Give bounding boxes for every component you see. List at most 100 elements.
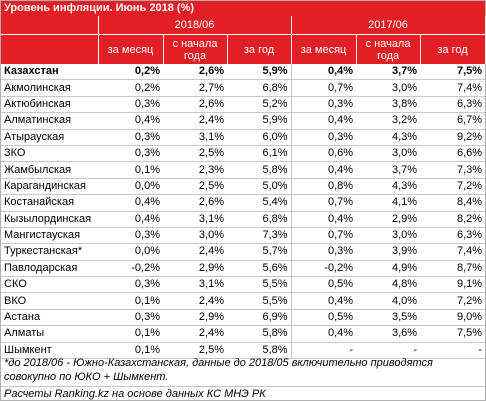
inflation-value: 6,8%	[227, 211, 292, 228]
table-row: Атырауская 0,3% 3,1% 6,0% 0,3% 4,3% 9,2%	[1, 129, 486, 146]
subheader-month-2018: за месяц	[98, 34, 164, 64]
inflation-value: 0,4%	[98, 194, 163, 212]
subheader-row: за месяц с начала года за год за месяц с…	[1, 34, 486, 64]
region-name: Павлодарская	[1, 260, 98, 278]
inflation-value: 2,6%	[163, 194, 227, 212]
inflation-value: 2,6%	[163, 64, 227, 81]
inflation-value: 0,4%	[291, 161, 357, 179]
inflation-value: 4,9%	[356, 260, 421, 278]
inflation-value: 8,4%	[420, 194, 486, 212]
inflation-value: 2,4%	[163, 243, 227, 261]
inflation-value: 5,2%	[227, 96, 292, 114]
period-2017-header: 2017/06	[291, 16, 486, 35]
inflation-value: 3,2%	[356, 112, 421, 130]
table-row: Карагандинская 0,0% 2,5% 5,0% 0,8% 4,3% 7,2%	[1, 178, 486, 196]
inflation-value: -	[420, 342, 486, 360]
inflation-value: 2,4%	[163, 292, 227, 310]
inflation-value: 2,9%	[356, 211, 421, 228]
inflation-value: 3,1%	[163, 276, 227, 294]
region-name: СКО	[1, 276, 98, 294]
inflation-value: 0,0%	[98, 243, 163, 261]
source-note: Расчеты Ranking.kz на основе данных КС М…	[1, 386, 485, 401]
inflation-value: -0,2%	[98, 260, 163, 278]
inflation-value: 4,8%	[356, 276, 421, 294]
inflation-value: 0,1%	[98, 325, 163, 343]
subheader-ytd-2017: с начала года	[356, 34, 421, 64]
inflation-value: 0,3%	[98, 309, 163, 327]
inflation-value: 6,1%	[227, 145, 292, 163]
inflation-value: 0,3%	[98, 276, 163, 294]
inflation-value: 2,3%	[163, 161, 227, 179]
inflation-value: 4,1%	[356, 194, 421, 212]
table-row: Алматы 0,1% 2,4% 5,8% 0,4% 3,6% 7,5%	[1, 325, 486, 343]
inflation-value: 0,7%	[291, 194, 357, 212]
table-row: Павлодарская -0,2% 2,9% 5,6% -0,2% 4,9% 8,7%	[1, 260, 486, 278]
inflation-value: 2,6%	[163, 96, 227, 114]
inflation-value: 0,4%	[291, 211, 357, 228]
report-title: Уровень инфляции. Июнь 2018 (%)	[1, 1, 485, 16]
region-name: Атырауская	[1, 129, 98, 146]
inflation-value: 0,0%	[98, 178, 163, 196]
inflation-value: 5,7%	[227, 243, 292, 261]
inflation-value: 2,5%	[163, 178, 227, 196]
inflation-value: 3,0%	[356, 145, 421, 163]
inflation-value: 3,0%	[356, 79, 421, 97]
inflation-value: 7,2%	[420, 178, 486, 196]
table-row: Казахстан 0,2% 2,6% 5,9% 0,4% 3,7% 7,5%	[1, 64, 486, 81]
region-name: Мангистауская	[1, 227, 98, 245]
inflation-value: 2,5%	[163, 145, 227, 163]
inflation-value: -	[356, 342, 421, 360]
region-name: Кызылординская	[1, 211, 98, 228]
inflation-value: 6,8%	[227, 79, 292, 97]
inflation-value: 0,3%	[291, 243, 357, 261]
inflation-value: 7,5%	[420, 325, 486, 343]
inflation-value: 2,4%	[163, 325, 227, 343]
inflation-value: 0,1%	[98, 342, 163, 360]
table-row: Акмолинская 0,2% 2,7% 6,8% 0,7% 3,0% 7,4%	[1, 79, 486, 97]
inflation-value: 7,4%	[420, 243, 486, 261]
inflation-value: 0,4%	[98, 211, 163, 228]
inflation-value: 3,6%	[356, 325, 421, 343]
inflation-value: 5,9%	[227, 112, 292, 130]
inflation-value: 2,4%	[163, 112, 227, 130]
inflation-value: 3,8%	[356, 96, 421, 114]
inflation-value: 0,7%	[291, 227, 357, 245]
table-row: Мангистауская 0,3% 3,0% 7,3% 0,7% 3,0% 6,3%	[1, 227, 486, 245]
inflation-value: 0,7%	[291, 79, 357, 97]
inflation-value: 0,3%	[98, 227, 163, 245]
footnote: *до 2018/06 - Южно-Казахстанская, данные…	[4, 357, 433, 383]
inflation-value: 5,8%	[227, 342, 292, 360]
region-name: Костанайская	[1, 194, 98, 212]
period-header-row: 2018/06 2017/06	[1, 16, 486, 35]
inflation-value: 6,0%	[227, 129, 292, 146]
inflation-value: 3,1%	[163, 129, 227, 146]
inflation-value: 3,9%	[356, 243, 421, 261]
inflation-value: 0,5%	[291, 309, 357, 327]
region-name: Актюбинская	[1, 96, 98, 114]
table-row: Кызылординская 0,4% 3,1% 6,8% 0,4% 2,9% 8,2%	[1, 211, 486, 228]
inflation-value: 6,9%	[227, 309, 292, 327]
inflation-value: 0,3%	[98, 129, 163, 146]
inflation-value: 0,8%	[291, 178, 357, 196]
inflation-value: -	[291, 342, 357, 360]
inflation-value: 0,3%	[98, 145, 163, 163]
inflation-value: 7,5%	[420, 64, 486, 81]
inflation-value: 0,2%	[98, 64, 163, 81]
inflation-value: 0,3%	[291, 96, 357, 114]
region-name: Алматинская	[1, 112, 98, 130]
table-row: Астана 0,3% 2,9% 6,9% 0,5% 3,5% 9,0%	[1, 309, 486, 327]
region-name: Шымкент	[1, 342, 98, 360]
inflation-value: 0,2%	[98, 79, 163, 97]
inflation-value: 5,0%	[227, 178, 292, 196]
table-row: ЗКО 0,3% 2,5% 6,1% 0,6% 3,0% 6,6%	[1, 145, 486, 163]
inflation-value: 6,3%	[420, 96, 486, 114]
inflation-value: 0,4%	[291, 112, 357, 130]
subheader-blank	[1, 34, 99, 64]
inflation-value: 9,0%	[420, 309, 486, 327]
inflation-value: 5,5%	[227, 276, 292, 294]
inflation-value: 0,3%	[291, 129, 357, 146]
region-name: Карагандинская	[1, 178, 98, 196]
inflation-value: 4,0%	[356, 292, 421, 310]
inflation-value: 7,2%	[420, 292, 486, 310]
